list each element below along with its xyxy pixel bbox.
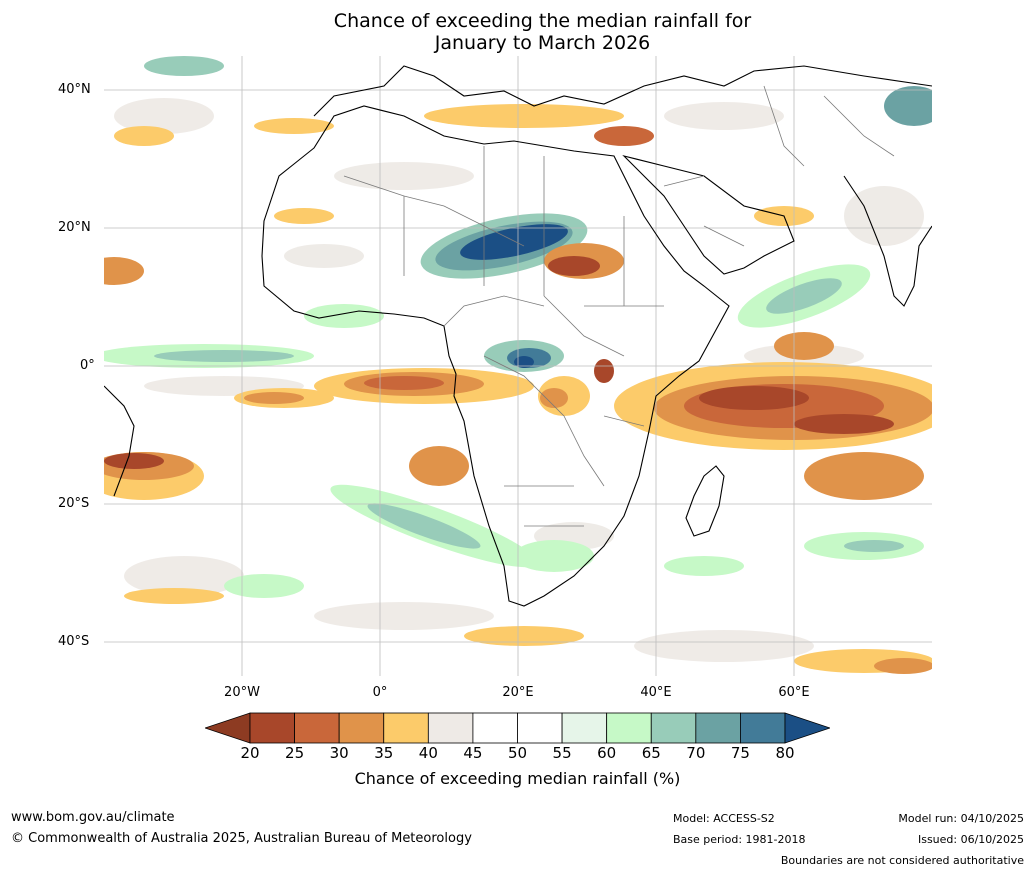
colorbar-tick-label: 75 <box>730 744 750 762</box>
map-title: Chance of exceeding the median rainfall … <box>0 10 1035 54</box>
issued-text: Issued: 06/10/2025 <box>917 833 1024 846</box>
colorbar-swatch <box>383 712 429 744</box>
lon-label-60e: 60°E <box>778 685 810 700</box>
dry-patches <box>104 104 932 674</box>
gridlines <box>104 56 932 676</box>
colorbar-swatch <box>606 712 652 744</box>
colorbar-swatch <box>472 712 518 744</box>
colorbar-under-arrow <box>203 712 251 744</box>
disclaimer-text: Boundaries are not considered authoritat… <box>780 854 1024 867</box>
colorbar-tick-label: 50 <box>507 744 528 762</box>
lon-label-20w: 20°W <box>224 685 260 700</box>
lat-label-20s: 20°S <box>58 496 90 511</box>
lat-label-40s: 40°S <box>58 634 90 649</box>
lon-label-40e: 40°E <box>640 685 672 700</box>
colorbar-swatch <box>427 712 474 744</box>
rainfall-map[interactable] <box>104 56 932 676</box>
arabia-coastline <box>622 154 795 275</box>
colorbar-tick-label: 60 <box>597 744 617 762</box>
lon-label-20e: 20°E <box>502 685 534 700</box>
lat-label-20n: 20°N <box>58 220 91 235</box>
south-america-coastline <box>104 385 135 497</box>
country-borders <box>343 85 895 527</box>
title-line-1: Chance of exceeding the median rainfall … <box>333 10 752 32</box>
wet-patches <box>104 56 932 598</box>
lon-label-0: 0° <box>372 685 388 700</box>
colorbar-tick-label: 40 <box>418 744 438 762</box>
colorbar-swatch <box>561 712 608 744</box>
lat-label-0: 0° <box>80 358 95 373</box>
colorbar-tick-label: 70 <box>686 744 706 762</box>
model-text: Model: ACCESS-S2 <box>673 812 775 825</box>
colorbar-tick-label: 35 <box>374 744 394 762</box>
model-run-text: Model run: 04/10/2025 <box>898 812 1024 825</box>
colorbar-swatch <box>294 712 340 744</box>
colorbar-swatch <box>249 712 295 744</box>
lat-label-40n: 40°N <box>58 82 91 97</box>
europe-coastline <box>313 65 932 117</box>
colorbar-swatch <box>517 712 563 744</box>
title-line-2: January to March 2026 <box>434 32 651 54</box>
india-coastline <box>843 175 932 307</box>
colorbar-tick-label: 25 <box>285 744 305 762</box>
colorbar-swatch <box>695 712 741 744</box>
madagascar-coastline <box>685 465 725 537</box>
colorbar-over-arrow <box>784 712 832 744</box>
colorbar-swatch <box>338 712 385 744</box>
base-period-text: Base period: 1981-2018 <box>673 833 806 846</box>
copyright-text: © Commonwealth of Australia 2025, Austra… <box>11 831 472 846</box>
colorbar-tick-label: 65 <box>641 744 661 762</box>
colorbar-tick-label: 30 <box>329 744 349 762</box>
africa-coastline <box>261 105 730 607</box>
website-link[interactable]: www.bom.gov.au/climate <box>11 810 175 825</box>
colorbar-tick-label: 80 <box>775 744 795 762</box>
colorbar-swatch <box>740 712 786 744</box>
colorbar-label: Chance of exceeding median rainfall (%) <box>354 769 681 788</box>
colorbar-tick-label: 20 <box>240 744 260 762</box>
colorbar-swatch <box>650 712 697 744</box>
colorbar-tick-label: 55 <box>552 744 572 762</box>
colorbar <box>203 712 832 744</box>
coastlines <box>104 65 932 607</box>
colorbar-tick-label: 45 <box>463 744 483 762</box>
